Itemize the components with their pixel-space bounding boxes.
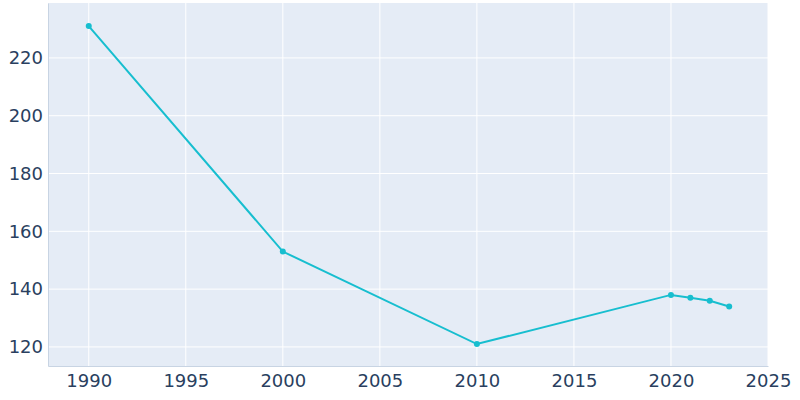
point (707, 298, 713, 304)
plot-background (48, 3, 768, 366)
point (668, 292, 674, 298)
grid-line-y (48, 289, 768, 290)
x-tick: 2020 (649, 366, 695, 391)
grid-line-y (48, 115, 768, 116)
x-axis-line (49, 366, 769, 367)
x-tick-label: 2020 (649, 370, 695, 391)
y-tick-label: 120 (9, 336, 43, 357)
x-tick: 2000 (260, 366, 306, 391)
chart-container: 1990 1995 2000 2005 2010 2015 2020 2025 120 140 16… (0, 0, 800, 400)
x-tick-label: 2000 (260, 370, 306, 391)
y-tick: 180 (9, 163, 48, 184)
x-tick-label: 2005 (357, 370, 403, 391)
x-axis: 1990 1995 2000 2005 2010 2015 2020 2025 (49, 366, 792, 391)
point (726, 303, 732, 309)
plot: 1990 1995 2000 2005 2010 2015 2020 2025 120 140 16… (9, 3, 792, 391)
y-tick: 160 (9, 221, 48, 242)
series (86, 23, 732, 347)
y-tick-label: 140 (9, 278, 43, 299)
y-tick: 220 (9, 47, 48, 68)
y-tick-label: 220 (9, 47, 43, 68)
y-tick-label: 200 (9, 105, 43, 126)
point (86, 23, 92, 29)
point (474, 341, 480, 347)
point (687, 295, 693, 301)
x-tick: 2005 (357, 366, 403, 391)
x-tick: 2015 (552, 366, 598, 391)
y-tick-label: 180 (9, 163, 43, 184)
x-tick: 1995 (163, 366, 209, 391)
grid-line-y (48, 57, 768, 58)
x-tick-label: 2025 (746, 370, 792, 391)
x-tick: 2010 (454, 366, 500, 391)
y-tick: 140 (9, 278, 48, 299)
y-axis: 120 140 160 180 200 220 (9, 4, 49, 367)
x-tick-label: 2015 (552, 370, 598, 391)
chart-svg: 1990 1995 2000 2005 2010 2015 2020 2025 120 140 16… (0, 0, 800, 400)
x-tick: 2025 (746, 366, 792, 391)
x-tick: 1990 (66, 366, 112, 391)
grid-line-y (48, 173, 768, 174)
y-axis-line (48, 4, 49, 367)
y-tick: 120 (9, 336, 48, 357)
x-tick-label: 1990 (66, 370, 112, 391)
grid (48, 3, 768, 366)
point (280, 249, 286, 255)
grid-line-y (48, 346, 768, 347)
x-tick-label: 2010 (454, 370, 500, 391)
line (89, 26, 729, 344)
x-tick-label: 1995 (163, 370, 209, 391)
y-tick: 200 (9, 105, 48, 126)
grid-line-y (48, 231, 768, 232)
y-tick-label: 160 (9, 221, 43, 242)
